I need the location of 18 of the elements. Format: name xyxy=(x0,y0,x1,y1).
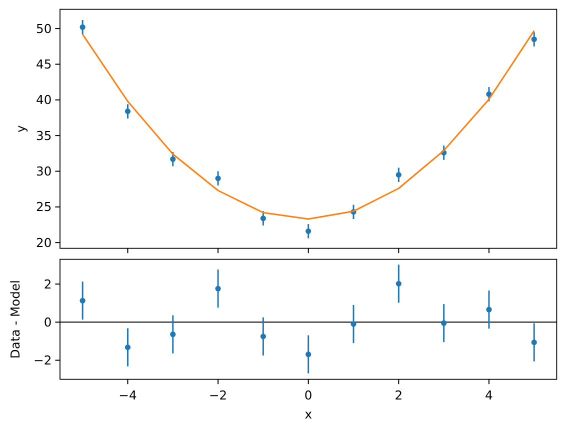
x-tick-label: 2 xyxy=(394,388,403,402)
y-tick-label: 45 xyxy=(36,58,52,72)
y-tick-label: 2 xyxy=(44,277,52,292)
x-tick-label: −2 xyxy=(208,388,228,402)
x-axis-title: x xyxy=(304,407,312,422)
y-tick-label: 20 xyxy=(36,236,52,250)
y-tick-label: 25 xyxy=(36,200,52,214)
y-tick-label: 30 xyxy=(36,164,52,179)
y-axis-title: y xyxy=(14,125,28,132)
y-axis-title: Data - Model xyxy=(8,280,23,359)
y-tick-label: 50 xyxy=(36,22,52,36)
y-tick-label: 40 xyxy=(36,93,52,108)
x-tick-label: 0 xyxy=(304,388,312,402)
x-tick-label: 4 xyxy=(485,388,494,402)
x-tick-label: −4 xyxy=(118,388,137,402)
y-tick-label: 35 xyxy=(36,128,52,143)
y-tick-label: 0 xyxy=(44,315,52,330)
y-tick-label: −2 xyxy=(34,354,52,368)
